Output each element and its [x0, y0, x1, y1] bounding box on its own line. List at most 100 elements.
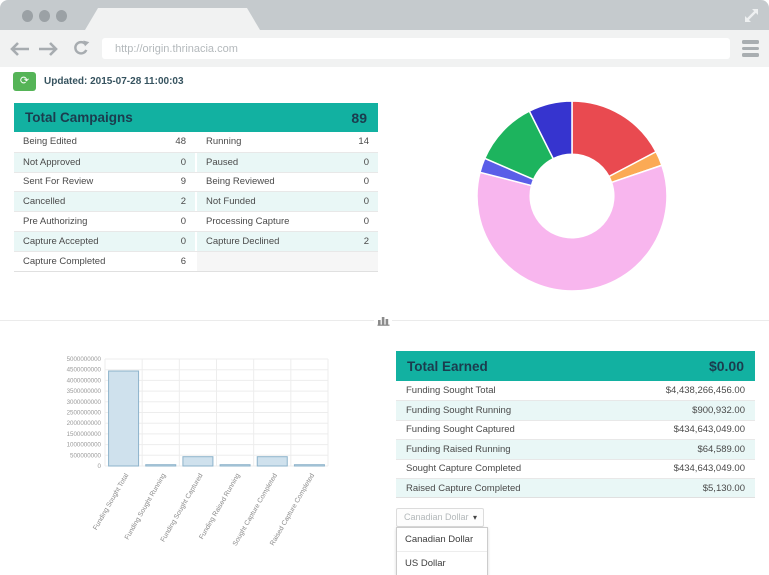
caret-down-icon: ▾	[472, 513, 477, 522]
back-icon[interactable]	[10, 41, 30, 57]
campaign-label: Pre Authorizing	[23, 216, 88, 228]
campaign-cell: Being Edited 48	[14, 132, 195, 152]
campaigns-total: 89	[351, 109, 367, 126]
url-input[interactable]	[102, 38, 730, 59]
campaign-cell: Not Approved 0	[14, 152, 195, 172]
campaign-label: Not Funded	[206, 196, 256, 208]
bar-funding-sought-total[interactable]	[108, 370, 140, 467]
bar-funding-raised-running[interactable]	[219, 464, 251, 467]
campaign-value: 14	[358, 136, 369, 148]
y-axis-tick-label: 4000000000	[67, 377, 102, 384]
menu-icon[interactable]	[742, 40, 759, 57]
campaign-cell: Capture Completed 6	[14, 252, 195, 271]
last-updated-text: Updated: 2015-07-28 11:00:03	[44, 76, 184, 87]
campaign-cell: Running 14	[197, 132, 378, 152]
currency-select[interactable]: Canadian Dollar ▾	[396, 508, 484, 527]
y-axis-tick-label: 3000000000	[67, 399, 102, 406]
campaign-cell: Capture Declined 2	[197, 231, 378, 251]
panel-title: Total Earned	[407, 358, 488, 374]
total-campaigns-panel: Total Campaigns 89 Being Edited 48 Running…	[14, 103, 378, 272]
earned-label: Funding Sought Captured	[406, 424, 515, 436]
x-axis-tick-label: Sought Capture Completed	[232, 472, 279, 547]
campaign-row: Capture Completed 6	[14, 250, 378, 271]
y-axis-tick-label: 3500000000	[67, 388, 102, 395]
earned-label: Raised Capture Completed	[406, 482, 521, 494]
total-earned-header: Total Earned $0.00	[396, 351, 755, 381]
reload-icon[interactable]	[72, 40, 90, 57]
campaign-label: Capture Declined	[206, 235, 280, 247]
expand-icon[interactable]	[743, 7, 760, 24]
dashboard: ⟳ Updated: 2015-07-28 11:00:03 Total Cam…	[0, 67, 769, 575]
campaign-row: Pre Authorizing 0 Processing Capture 0	[14, 211, 378, 231]
campaign-value: 2	[180, 196, 186, 208]
chart-divider-icon	[374, 313, 392, 327]
campaign-row: Being Edited 48 Running 14	[14, 132, 378, 152]
campaign-row: Capture Accepted 0 Capture Declined 2	[14, 230, 378, 251]
campaign-cell: Paused 0	[197, 152, 378, 172]
earned-row: Funding Sought Captured $434,643,049.00	[396, 419, 755, 439]
campaign-cell: Cancelled 2	[14, 192, 195, 212]
campaign-label: Not Approved	[23, 156, 81, 168]
bar-raised-capture-completed[interactable]	[293, 464, 325, 467]
x-axis-tick-label: Raised Capture Completed	[269, 472, 316, 547]
campaign-label: Cancelled	[23, 196, 66, 208]
refresh-button[interactable]: ⟳	[13, 72, 36, 91]
earned-value: $5,130.00	[702, 482, 745, 494]
earned-row: Raised Capture Completed $5,130.00	[396, 477, 755, 498]
currency-option[interactable]: Canadian Dollar	[405, 534, 474, 545]
earned-value: $434,643,049.00	[673, 424, 745, 436]
y-axis-tick-label: 2000000000	[67, 420, 102, 427]
campaign-label: Sent For Review	[23, 176, 94, 188]
campaign-row: Sent For Review 9 Being Reviewed 0	[14, 171, 378, 192]
campaign-value: 6	[180, 255, 186, 267]
campaign-row: Cancelled 2 Not Funded 0	[14, 191, 378, 212]
currency-option[interactable]: US Dollar	[397, 551, 487, 575]
x-axis-tick-label: Funding Sought Total	[92, 472, 130, 531]
campaign-label: Being Reviewed	[206, 176, 275, 188]
donut-slice-being-edited[interactable]	[476, 164, 668, 292]
campaign-row: Not Approved 0 Paused 0	[14, 151, 378, 172]
y-axis-tick-label: 4500000000	[67, 367, 102, 374]
window-dot	[56, 10, 67, 22]
donut-slice-capture-completed[interactable]	[528, 100, 573, 160]
x-axis-tick-label: Funding Raised Running	[198, 472, 242, 540]
forward-icon[interactable]	[38, 41, 58, 57]
browser-toolbar	[0, 30, 769, 67]
earned-row: Sought Capture Completed $434,643,049.00	[396, 458, 755, 478]
campaign-value: 0	[363, 216, 369, 228]
bar-funding-sought-running[interactable]	[145, 464, 177, 467]
total-campaigns-header: Total Campaigns 89	[14, 103, 378, 132]
campaigns-table: Being Edited 48 Running 14 Not Approved 0 Paus…	[14, 132, 378, 271]
campaign-label: Capture Accepted	[23, 235, 99, 247]
earned-label: Funding Sought Total	[406, 385, 496, 397]
campaign-cell: Sent For Review 9	[14, 173, 195, 192]
campaign-value: 0	[363, 196, 369, 208]
campaign-value: 0	[180, 235, 186, 247]
campaign-label: Being Edited	[23, 136, 77, 148]
browser-tab[interactable]	[85, 8, 260, 30]
campaigns-donut-chart	[476, 100, 668, 292]
earned-table: Funding Sought Total $4,438,266,456.00 Fun…	[396, 381, 755, 498]
bar-funding-sought-captured[interactable]	[182, 456, 214, 467]
earned-total: $0.00	[708, 358, 744, 374]
earned-row: Funding Sought Total $4,438,266,456.00	[396, 381, 755, 400]
bar-sought-capture-completed[interactable]	[256, 456, 288, 467]
window-dot	[39, 10, 50, 22]
campaign-label: Processing Capture	[206, 216, 290, 228]
campaign-value: 0	[180, 216, 186, 228]
browser-title-bar	[0, 0, 769, 30]
earned-label: Funding Raised Running	[406, 443, 511, 455]
earned-label: Sought Capture Completed	[406, 463, 522, 475]
campaign-value: 9	[180, 176, 186, 188]
y-axis-tick-label: 1000000000	[67, 442, 102, 449]
window-dot	[22, 10, 33, 22]
campaign-cell	[197, 251, 378, 271]
earned-value: $64,589.00	[697, 443, 745, 455]
y-axis-tick-label: 2500000000	[67, 410, 102, 417]
campaign-cell: Not Funded 0	[197, 192, 378, 212]
currency-selected-value: Canadian Dollar	[404, 512, 469, 522]
currency-dropdown-menu: Canadian Dollar US Dollar	[396, 527, 488, 575]
total-earned-panel: Total Earned $0.00 Funding Sought Total $…	[396, 351, 755, 499]
campaign-value: 0	[363, 156, 369, 168]
y-axis-tick-label: 1500000000	[67, 431, 102, 438]
